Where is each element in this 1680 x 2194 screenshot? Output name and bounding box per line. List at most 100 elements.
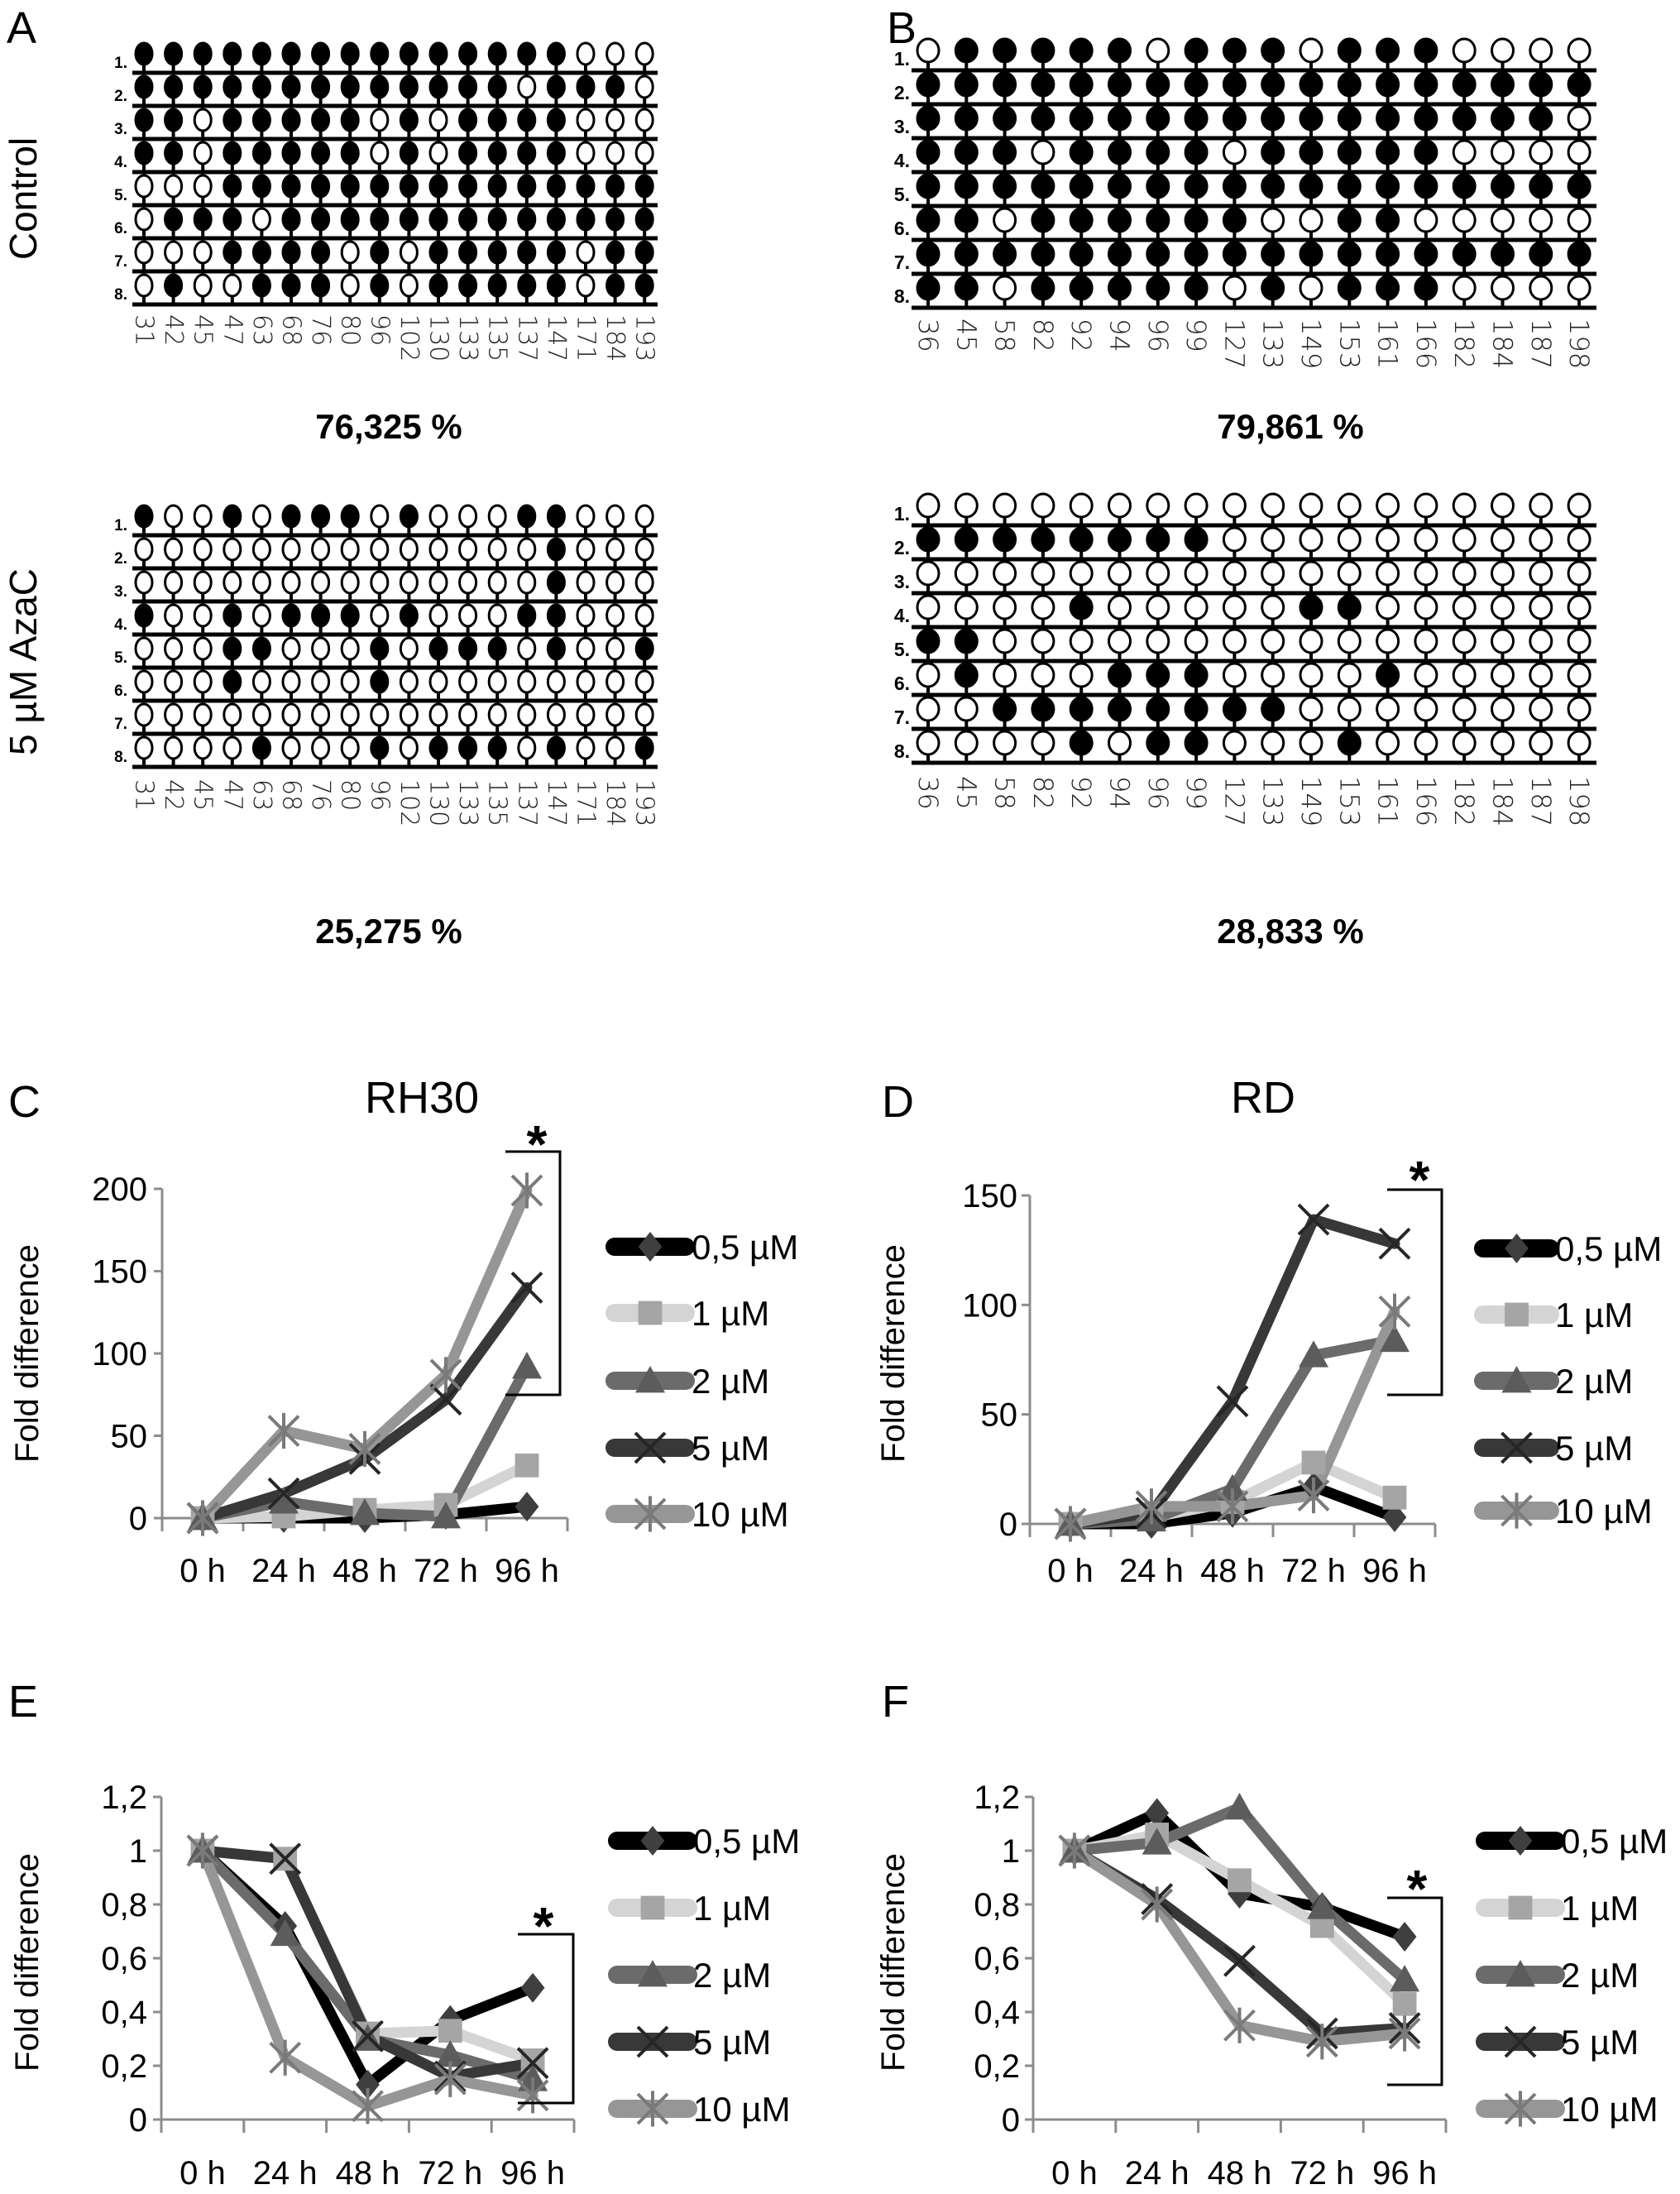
x-tick-label: 48 h [336, 2155, 400, 2192]
unmethylated-cpg-dot [251, 570, 271, 595]
unmethylated-cpg-dot [340, 537, 360, 562]
methylated-cpg-dot [281, 240, 301, 265]
unmethylated-cpg-dot [281, 537, 301, 562]
unmethylated-cpg-dot [164, 240, 184, 265]
unmethylated-cpg-dot [399, 240, 419, 265]
site-position-label: 82 [1027, 776, 1059, 810]
unmethylated-cpg-dot [1031, 560, 1055, 587]
legend-item: 10 µM [1476, 2090, 1658, 2129]
unmethylated-cpg-dot [634, 603, 654, 628]
asterisk-marker [269, 2039, 302, 2076]
y-tick-label: 0 [129, 1501, 147, 1537]
x-marker [1378, 1227, 1411, 1260]
unmethylated-cpg-dot [517, 735, 537, 760]
methylated-cpg-dot [517, 141, 537, 165]
unmethylated-cpg-dot [1337, 526, 1362, 553]
methylated-cpg-dot [1376, 105, 1400, 132]
unmethylated-cpg-dot [1452, 139, 1477, 165]
methylated-cpg-dot [1452, 241, 1477, 267]
triangle-marker [431, 1502, 461, 1529]
y-tick-label: 0,2 [101, 2048, 147, 2085]
y-axis-label: Fold difference [875, 1853, 912, 2072]
square-marker-shape [1228, 1868, 1252, 1893]
methylated-cpg-dot [1069, 105, 1094, 132]
methylated-cpg-dot [1414, 275, 1438, 301]
unmethylated-cpg-dot [340, 702, 360, 727]
unmethylated-cpg-dot [164, 537, 184, 562]
unmethylated-cpg-dot [1491, 275, 1515, 301]
unmethylated-cpg-dot [1491, 594, 1515, 620]
triangle-marker [512, 1351, 542, 1379]
unmethylated-cpg-dot [1376, 594, 1400, 620]
legend-item: 5 µM [1476, 2023, 1639, 2062]
unmethylated-cpg-dot [605, 735, 625, 760]
y-axis-label: Fold difference [9, 1853, 45, 2072]
site-position-label: 130 [424, 779, 453, 826]
methylated-cpg-dot [1337, 594, 1362, 620]
unmethylated-cpg-dot [1491, 139, 1515, 165]
diamond-marker-shape [640, 1826, 665, 1856]
methylated-cpg-dot [1261, 241, 1285, 267]
unmethylated-cpg-dot [576, 636, 596, 661]
unmethylated-cpg-dot [399, 669, 419, 694]
legend-item: 10 µM [608, 2090, 791, 2129]
unmethylated-cpg-dot [311, 636, 331, 661]
methylated-cpg-dot [1031, 173, 1055, 199]
site-position-label: 99 [1180, 319, 1212, 352]
triangle-marker [635, 1366, 665, 1393]
triangle-marker-shape [1142, 1828, 1172, 1855]
row-label: 5. [114, 187, 127, 204]
unmethylated-cpg-dot [517, 74, 537, 99]
unmethylated-cpg-dot [1414, 207, 1438, 233]
methylated-cpg-dot [311, 141, 331, 165]
diamond-marker-shape [1392, 1922, 1417, 1952]
triangle-marker-shape [1501, 1366, 1532, 1393]
marker-stroke [352, 2019, 384, 2053]
methylated-cpg-dot [1184, 37, 1209, 64]
unmethylated-cpg-dot [193, 273, 213, 298]
site-position-label: 68 [277, 779, 306, 811]
legend-label: 10 µM [692, 1495, 789, 1534]
methylated-cpg-dot [164, 207, 184, 232]
methylated-cpg-dot [458, 240, 478, 265]
methylated-cpg-dot [517, 207, 537, 232]
triangle-marker-shape [435, 2040, 466, 2067]
triangle-marker-shape [269, 1487, 299, 1514]
unmethylated-cpg-dot [1108, 492, 1132, 519]
methylated-cpg-dot [1108, 662, 1132, 688]
x-tick-label: 0 h [1047, 1553, 1094, 1589]
methylated-cpg-dot [1414, 71, 1438, 98]
row-label: 7. [114, 253, 127, 271]
methylated-cpg-dot [546, 141, 566, 165]
methylated-cpg-dot [487, 735, 507, 760]
site-position-label: 184 [1487, 319, 1519, 369]
site-position-label: 137 [512, 779, 541, 826]
methylated-cpg-dot [1069, 730, 1094, 756]
unmethylated-cpg-dot [428, 108, 448, 132]
methylated-cpg-dot [1299, 594, 1323, 620]
unmethylated-cpg-dot [1376, 526, 1400, 553]
methylated-cpg-dot [281, 141, 301, 165]
legend-label: 0,5 µM [1555, 1229, 1662, 1268]
methylated-cpg-dot [1069, 71, 1094, 98]
unmethylated-cpg-dot [517, 537, 537, 562]
unmethylated-cpg-dot [1184, 492, 1209, 519]
unmethylated-cpg-dot [1337, 628, 1362, 654]
methylation-panels: 1.2.3.4.5.6.7.8.31 42 45 47 63 68 76 80 96 102 130… [114, 37, 1596, 951]
methylated-cpg-dot [370, 669, 390, 694]
methylated-cpg-dot [1299, 71, 1323, 98]
methylated-cpg-dot [428, 273, 448, 298]
asterisk-marker [352, 2088, 384, 2125]
square-marker [638, 1301, 663, 1325]
x-marker [269, 1842, 302, 1875]
y-tick-label: 0,6 [101, 1941, 147, 1977]
asterisk-marker [1141, 1886, 1174, 1923]
site-position-label: 63 [247, 779, 276, 811]
unmethylated-cpg-dot [428, 603, 448, 628]
methylated-cpg-dot [223, 603, 242, 628]
methylated-cpg-dot [1376, 173, 1400, 199]
unmethylated-cpg-dot [1376, 696, 1400, 722]
x-tick-label: 72 h [414, 1553, 478, 1589]
x-tick-label: 48 h [333, 1553, 397, 1589]
square-marker [1508, 1895, 1533, 1920]
